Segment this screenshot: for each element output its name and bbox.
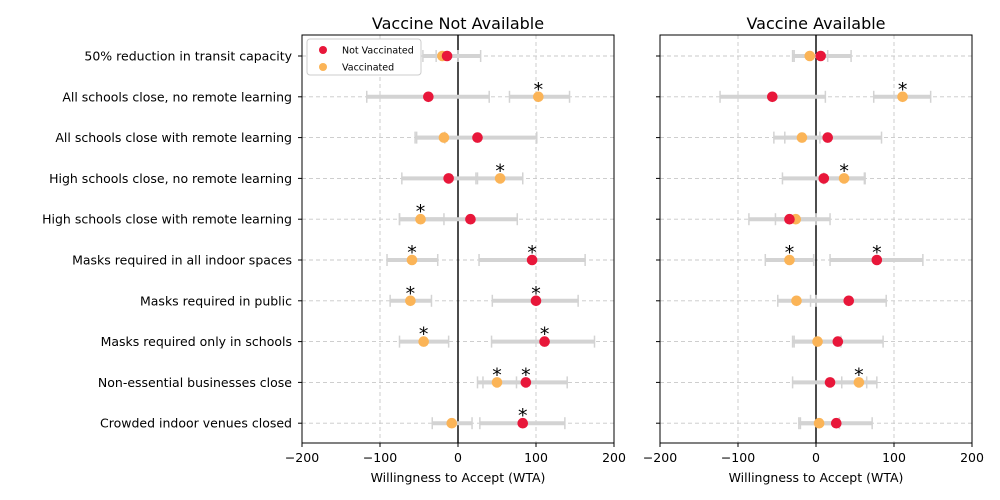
category-label: All schools close with remote learning	[55, 130, 292, 145]
data-point	[796, 132, 808, 143]
data-point	[539, 336, 550, 347]
x-tick-label: −200	[643, 450, 677, 465]
significance-star: *	[872, 242, 882, 264]
data-point	[530, 295, 542, 307]
data-point	[517, 417, 529, 429]
data-point	[446, 417, 458, 429]
significance-star: *	[854, 364, 864, 386]
legend-box	[306, 38, 422, 76]
significance-star: *	[419, 324, 429, 346]
data-point	[843, 295, 855, 307]
data-point	[443, 173, 454, 184]
x-tick-label: 0	[812, 450, 820, 465]
data-point	[830, 417, 842, 429]
significance-star: *	[416, 201, 426, 223]
data-point	[438, 132, 450, 143]
data-point	[784, 213, 795, 225]
data-point	[526, 254, 538, 266]
data-point	[465, 213, 476, 225]
data-point	[418, 336, 429, 347]
legend-label-not-vaccinated: Not Vaccinated	[342, 46, 414, 57]
left-panel-plot: −200 −100 0 100 200 50% reduction in transit …	[42, 34, 626, 465]
data-point	[812, 336, 823, 347]
data-point	[441, 50, 453, 62]
left-panel-title: Vaccine Not Available	[372, 14, 544, 33]
significance-star: *	[839, 160, 849, 182]
data-point	[423, 91, 434, 103]
x-tick-label: 200	[960, 450, 984, 465]
data-point	[818, 173, 830, 184]
x-tick-label: −100	[721, 450, 755, 465]
data-point	[784, 254, 795, 266]
x-tick-label: 100	[882, 450, 906, 465]
x-tick-label: 0	[454, 450, 462, 465]
significance-star: *	[785, 242, 795, 264]
category-label: Masks required in public	[140, 293, 292, 308]
x-tick-label: 200	[602, 450, 626, 465]
data-point	[853, 377, 865, 388]
data-point	[871, 254, 883, 266]
x-tick-label: −200	[285, 450, 319, 465]
significance-star: *	[898, 79, 908, 101]
x-tick-label: 100	[524, 450, 548, 465]
category-label: Crowded indoor venues closed	[100, 416, 292, 431]
legend-marker-vaccinated	[319, 63, 327, 71]
significance-star: *	[492, 364, 502, 386]
significance-star: *	[527, 242, 537, 264]
data-point	[838, 173, 850, 184]
axes-frame	[659, 34, 973, 444]
data-point	[813, 417, 825, 429]
data-point	[824, 377, 836, 388]
right-panel-title: Vaccine Available	[746, 14, 885, 33]
legend-label-vaccinated: Vaccinated	[342, 63, 394, 74]
significance-star: *	[534, 79, 544, 101]
data-point	[897, 91, 908, 103]
axes-frame	[301, 34, 615, 444]
significance-star: *	[407, 242, 417, 264]
data-point	[405, 295, 416, 307]
data-point	[815, 50, 826, 62]
left-x-axis-label: Willingness to Accept (WTA)	[371, 470, 546, 485]
category-label: Masks required only in schools	[101, 334, 292, 349]
category-label: All schools close, no remote learning	[62, 89, 292, 104]
significance-star: *	[406, 283, 416, 305]
data-point	[520, 377, 532, 388]
data-point	[415, 213, 426, 225]
category-label: High schools close, no remote learning	[49, 171, 292, 186]
significance-star: *	[495, 160, 505, 182]
data-point	[791, 295, 802, 307]
category-label: High schools close with remote learning	[42, 212, 292, 227]
category-label: Masks required in all indoor spaces	[72, 253, 292, 268]
data-point	[767, 91, 778, 103]
data-point	[804, 50, 816, 62]
significance-star: *	[540, 324, 550, 346]
data-point	[494, 173, 506, 184]
significance-star: *	[521, 364, 531, 386]
category-label: 50% reduction in transit capacity	[84, 49, 292, 64]
data-point	[832, 336, 844, 347]
right-panel-plot: −200 −100 0 100 200 * * * * *	[643, 34, 984, 465]
data-point	[533, 91, 544, 103]
data-point	[491, 377, 503, 388]
data-point	[406, 254, 418, 266]
legend-marker-not-vaccinated	[319, 46, 327, 54]
data-point	[472, 132, 483, 143]
category-label: Non-essential businesses close	[98, 375, 292, 390]
legend: Not Vaccinated Vaccinated	[306, 38, 422, 76]
significance-star: *	[531, 283, 541, 305]
significance-star: *	[518, 405, 528, 427]
data-point	[822, 132, 833, 143]
right-x-axis-label: Willingness to Accept (WTA)	[729, 470, 904, 485]
x-tick-label: −100	[363, 450, 397, 465]
